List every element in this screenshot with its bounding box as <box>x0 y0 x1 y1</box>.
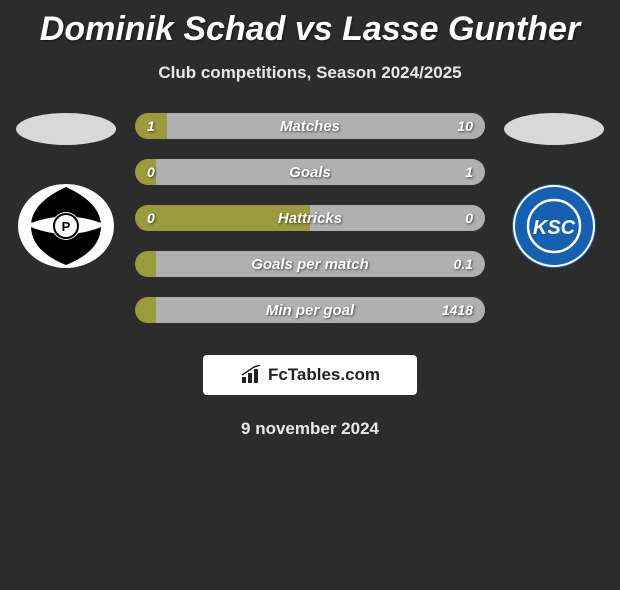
left-club-badge: P <box>16 183 116 269</box>
watermark-text: FcTables.com <box>268 365 380 385</box>
stat-bar-label: Goals per match <box>135 251 485 277</box>
stat-bar-label: Goals <box>135 159 485 185</box>
stat-bar-label: Hattricks <box>135 205 485 231</box>
stat-bar-right-value: 0.1 <box>454 251 473 277</box>
date-line: 9 november 2024 <box>0 419 620 439</box>
stat-bar-label: Min per goal <box>135 297 485 323</box>
left-avatar-placeholder <box>16 113 116 145</box>
stat-bar-left-value: 0 <box>147 159 155 185</box>
stat-bar-left-value: 1 <box>147 113 155 139</box>
stats-bars: Matches110Goals01Hattricks00Goals per ma… <box>135 113 485 343</box>
svg-text:P: P <box>62 219 71 234</box>
stat-bar: Matches1 10 <box>135 113 485 139</box>
stat-bar-label: Matches <box>135 113 485 139</box>
stat-bar-left-value: 0 <box>147 205 155 231</box>
stat-bar: Min per goal1418 <box>135 297 485 323</box>
stat-bar: Goals per match0.1 <box>135 251 485 277</box>
stat-bar-right-value: 1 <box>465 159 473 185</box>
stat-bar-right-value: 1418 <box>442 297 473 323</box>
comparison-row: P Matches110Goals01Hattricks00Goals per … <box>0 113 620 343</box>
svg-text:KSC: KSC <box>533 217 576 239</box>
subtitle: Club competitions, Season 2024/2025 <box>0 63 620 83</box>
right-player-col: KSC <box>499 113 609 269</box>
watermark-chart-icon <box>240 365 264 385</box>
right-club-badge: KSC <box>504 183 604 269</box>
stat-bar-right-value: 10 <box>457 113 473 139</box>
right-avatar-placeholder <box>504 113 604 145</box>
page-title: Dominik Schad vs Lasse Gunther <box>0 10 620 49</box>
stat-bar: Hattricks0 0 <box>135 205 485 231</box>
watermark: FcTables.com <box>203 355 417 395</box>
stat-bar-right-value: 0 <box>465 205 473 231</box>
stat-bar: Goals0 1 <box>135 159 485 185</box>
left-player-col: P <box>11 113 121 269</box>
